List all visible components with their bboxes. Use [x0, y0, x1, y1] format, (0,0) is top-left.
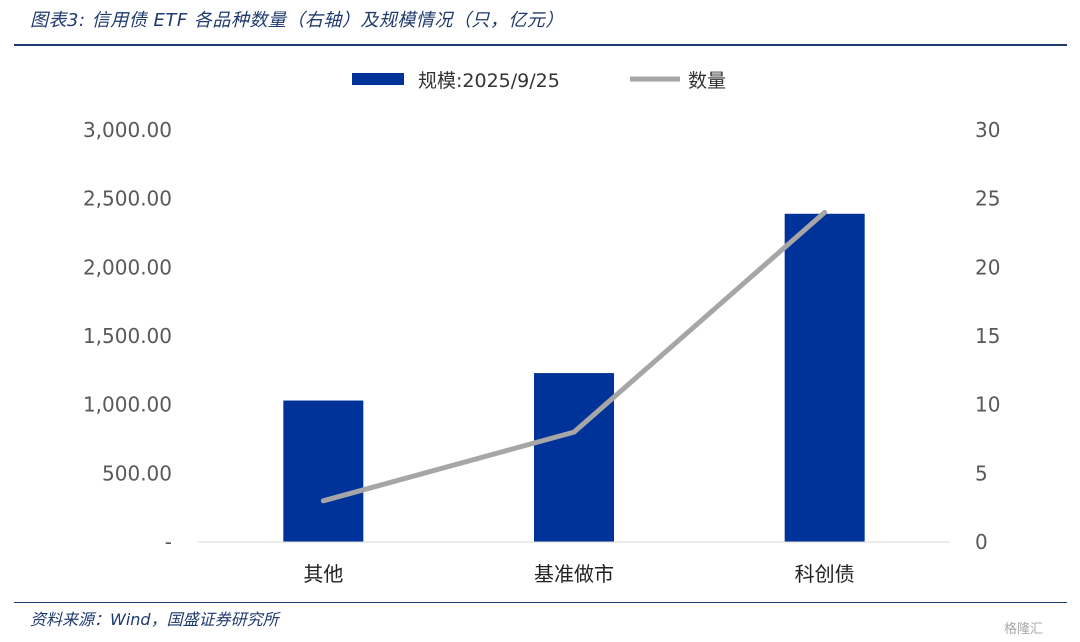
- right-axis-tick-label: 0: [975, 530, 988, 554]
- source-note: 资料来源：Wind，国盛证券研究所: [30, 610, 279, 629]
- legend-bar-label: 规模:2025/9/25: [418, 70, 560, 92]
- right-axis-tick-label: 10: [975, 393, 1000, 417]
- legend-line-label: 数量: [688, 70, 726, 92]
- right-axis-tick-label: 15: [975, 324, 1000, 348]
- left-axis-tick-label: 1,500.00: [83, 324, 172, 348]
- line-series: [320, 209, 828, 504]
- left-axis-tick-label: 1,000.00: [83, 393, 172, 417]
- category-label: 科创债: [795, 562, 855, 586]
- legend: 规模:2025/9/25 数量: [352, 70, 726, 92]
- chart-area: 规模:2025/9/25 数量 - 500.00 1,000.00 1,500.00 2…: [83, 70, 1001, 586]
- left-axis-tick-label: 3,000.00: [83, 118, 172, 142]
- right-axis-tick-label: 20: [975, 255, 1000, 279]
- left-axis-tick-label: -: [165, 530, 172, 554]
- right-axis-tick-label: 25: [975, 187, 1000, 211]
- watermark-logo: 格隆汇: [1004, 622, 1044, 637]
- title-rule: [14, 44, 1067, 46]
- bar-series: [283, 213, 865, 543]
- right-axis: 0 5 10 15 20 25 30: [975, 118, 1000, 554]
- bar: [534, 373, 614, 542]
- left-axis-tick-label: 2,500.00: [83, 187, 172, 211]
- right-axis-tick-label: 30: [975, 118, 1000, 142]
- chart-title: 图表3: 信用债 ETF 各品种数量（右轴）及规模情况（只，亿元）: [30, 10, 564, 31]
- left-axis: - 500.00 1,000.00 1,500.00 2,000.00 2,500.00 3…: [83, 118, 172, 554]
- legend-bar-swatch: [352, 73, 404, 85]
- category-label: 其他: [303, 562, 343, 586]
- left-axis-tick-label: 2,000.00: [83, 255, 172, 279]
- bar: [784, 213, 865, 543]
- source-rule: [14, 602, 1067, 603]
- category-axis: 其他 基准做市 科创债: [303, 562, 854, 586]
- bar: [283, 400, 364, 542]
- right-axis-tick-label: 5: [975, 461, 988, 485]
- left-axis-tick-label: 500.00: [102, 461, 172, 485]
- category-label: 基准做市: [534, 562, 614, 586]
